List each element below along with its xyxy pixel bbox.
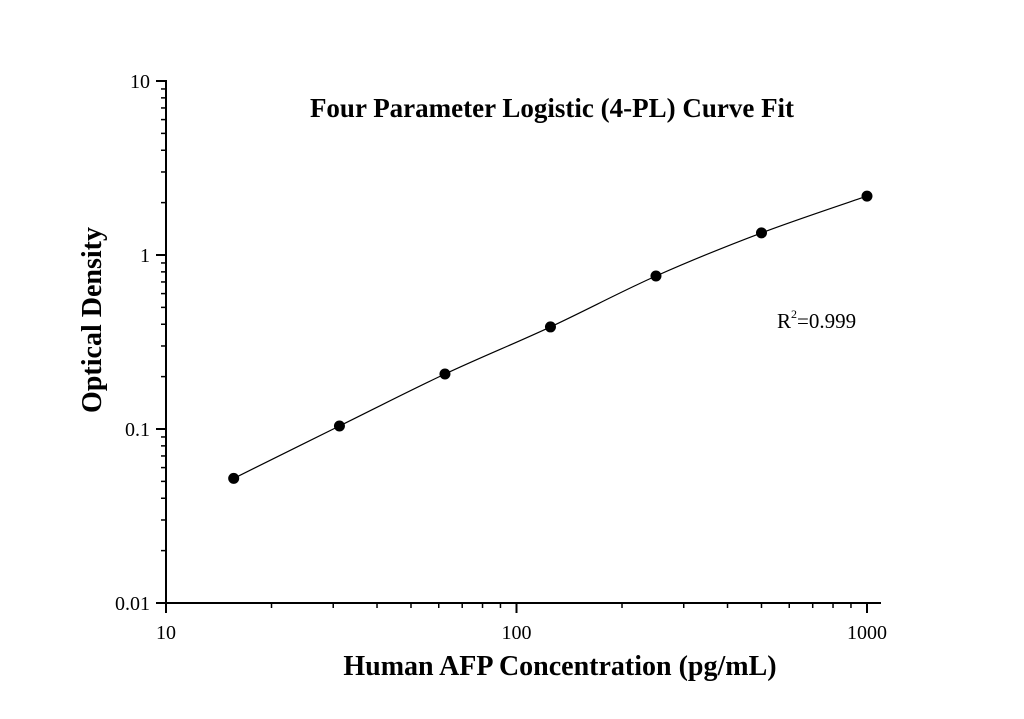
y-tick-label: 10 (130, 71, 150, 93)
x-tick-label: 100 (502, 622, 532, 644)
r-squared-r: R (777, 309, 791, 333)
data-point (861, 190, 873, 202)
x-tick-label: 1000 (847, 622, 887, 644)
r-squared-superscript: 2 (791, 307, 797, 321)
x-tick-label: 10 (156, 622, 176, 644)
chart-title: Four Parameter Logistic (4-PL) Curve Fit (310, 93, 794, 123)
data-point (228, 472, 240, 484)
y-axis-label: Optical Density (77, 227, 108, 413)
fit-curve-line (233, 195, 868, 479)
data-point (544, 321, 556, 333)
y-tick-label: 1 (140, 245, 150, 267)
r-squared-value: =0.999 (797, 309, 856, 333)
y-tick-label: 0.01 (115, 593, 150, 615)
data-point (650, 270, 662, 282)
plot-area (228, 190, 873, 484)
data-point (439, 368, 451, 380)
fit-curve (233, 195, 868, 479)
y-tick-label: 0.1 (125, 419, 150, 441)
data-points (228, 190, 873, 484)
x-axis-label: Human AFP Concentration (pg/mL) (343, 651, 776, 682)
r-squared-annotation: R2=0.999 (777, 307, 856, 333)
x-axis: 10 100 1000 (156, 602, 887, 644)
y-axis: 0.01 0.1 1 10 (115, 71, 167, 615)
data-point (755, 227, 767, 239)
data-point (333, 420, 345, 432)
